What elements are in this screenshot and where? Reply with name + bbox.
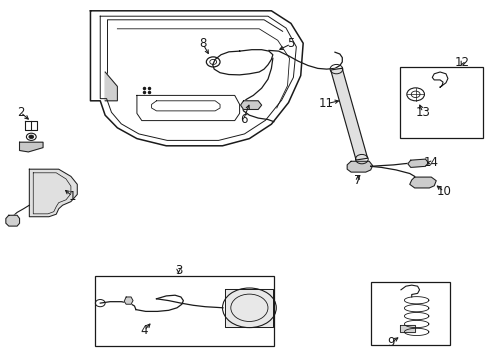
Text: 3: 3: [174, 264, 182, 277]
Polygon shape: [6, 215, 20, 226]
Text: 10: 10: [436, 185, 450, 198]
Polygon shape: [29, 169, 77, 217]
Text: 12: 12: [454, 57, 468, 69]
Text: 5: 5: [286, 37, 294, 50]
Text: 8: 8: [199, 37, 206, 50]
Circle shape: [29, 135, 34, 139]
Polygon shape: [224, 289, 272, 327]
Text: 13: 13: [415, 106, 429, 119]
Polygon shape: [330, 68, 367, 160]
Text: 2: 2: [17, 106, 24, 119]
Text: 6: 6: [239, 113, 247, 126]
Polygon shape: [346, 161, 372, 172]
Polygon shape: [399, 325, 414, 332]
Text: 9: 9: [386, 336, 394, 349]
Text: 1: 1: [68, 190, 76, 203]
Polygon shape: [124, 297, 133, 304]
Text: 4: 4: [140, 324, 148, 337]
Text: 14: 14: [423, 156, 438, 169]
Polygon shape: [407, 159, 427, 167]
Polygon shape: [105, 72, 117, 101]
Polygon shape: [409, 177, 435, 188]
Polygon shape: [240, 101, 261, 109]
Polygon shape: [20, 142, 43, 152]
Text: 7: 7: [353, 174, 361, 187]
Text: 11: 11: [319, 97, 333, 110]
